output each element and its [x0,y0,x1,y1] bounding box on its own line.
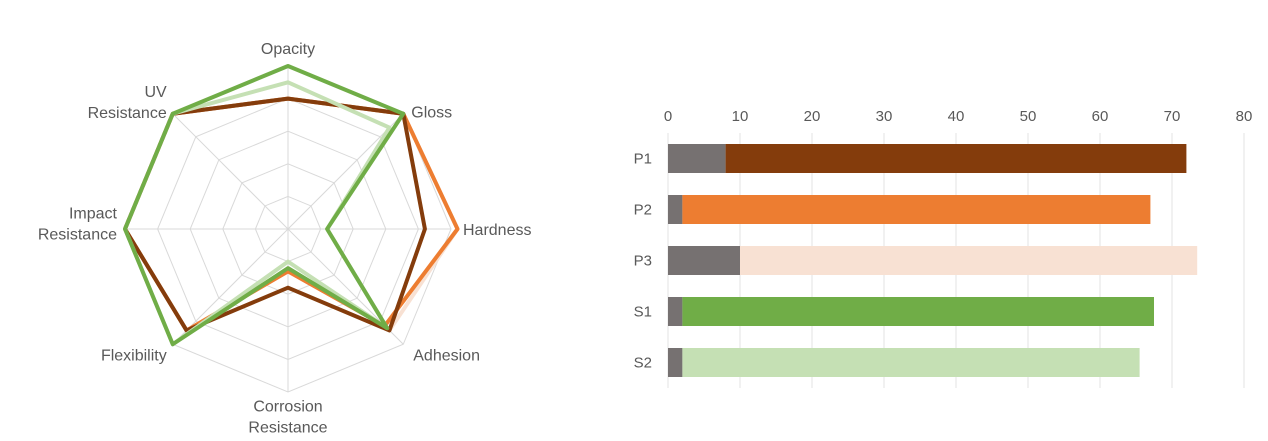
bar-tick-labels: 0 10 20 30 40 50 60 70 80 [664,108,1253,125]
bar-segment [740,246,1198,275]
bar-base-segment [668,195,683,224]
radar-axis-label: Hardness [463,222,531,239]
category-label: S1 [634,304,652,321]
category-label: P1 [634,151,652,168]
bar-segment [725,144,1187,173]
radar-axis-label: Impact [69,206,118,223]
bar-base-segment [668,246,740,275]
x-tick-label: 0 [664,108,672,125]
x-tick-label: 30 [876,108,893,125]
category-label: P3 [634,253,652,270]
radar-spoke [172,113,289,230]
bar-base-segment [668,144,726,173]
radar-axis-label: Gloss [411,105,452,122]
radar-axis-label: Flexibility [101,347,167,364]
radar-series-5 [123,64,406,347]
x-tick-label: 60 [1092,108,1109,125]
radar-axis-label: Corrosion [253,399,322,416]
x-tick-label: 70 [1164,108,1181,125]
bar-chart: 0 10 20 30 40 50 60 70 80 P1 P2 P3 S1 S2 [634,108,1253,388]
radar-axis-label: Resistance [88,105,167,122]
radar-chart: Opacity Gloss Hardness Adhesion Corrosion Res… [38,41,532,437]
radar-axis-label: Resistance [38,227,117,244]
radar-axis-label: Resistance [248,420,327,437]
category-label: S2 [634,355,652,372]
radar-series-group [123,64,460,347]
bar-base-segment [668,348,683,377]
bar-segment [682,348,1140,377]
radar-axis-label: Opacity [261,41,315,58]
x-tick-label: 20 [804,108,821,125]
x-tick-label: 50 [1020,108,1037,125]
radar-axis-label: Adhesion [413,347,480,364]
bar-base-segment [668,297,683,326]
x-tick-label: 40 [948,108,965,125]
bar-marks [668,144,1198,377]
radar-axis-labels: Opacity Gloss Hardness Adhesion Corrosion Res… [38,41,532,437]
x-tick-label: 10 [732,108,749,125]
bar-segment [682,297,1154,326]
x-tick-label: 80 [1236,108,1253,125]
radar-axis-label: UV [145,84,168,101]
category-label: P2 [634,202,652,219]
bar-segment [682,195,1151,224]
